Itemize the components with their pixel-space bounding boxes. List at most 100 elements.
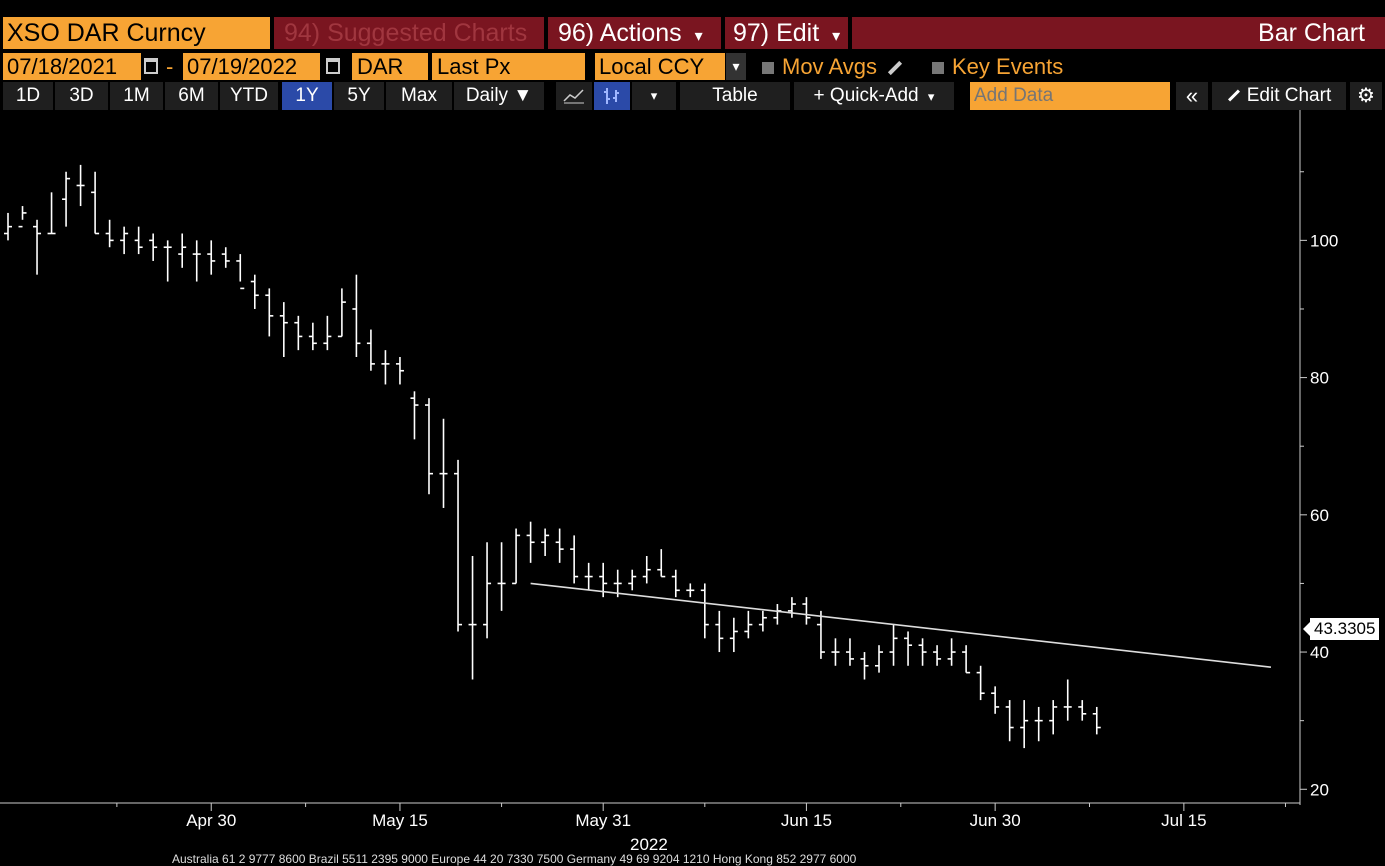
chevron-down-icon: ▾: [732, 58, 740, 74]
chevron-down-icon: ▾: [694, 28, 703, 45]
period-ytd-button[interactable]: YTD: [220, 82, 278, 110]
ohlc-bar: [163, 240, 172, 282]
chevron-down-icon: ▾: [832, 28, 841, 45]
ohlc-bar: [497, 542, 506, 611]
mov-avgs-label: Mov Avgs: [782, 54, 877, 79]
x-tick-label: Jun 30: [970, 811, 1021, 830]
date-from-field[interactable]: 07/18/2021: [3, 53, 141, 80]
price-field-text: Last Px: [437, 54, 511, 79]
chart-type-title-bar: Bar Chart: [852, 17, 1385, 49]
ohlc-bar: [1034, 706, 1043, 742]
x-tick-label: Apr 30: [186, 811, 236, 830]
frequency-select[interactable]: Daily ▼: [454, 82, 544, 110]
key-events-checkbox[interactable]: [932, 62, 944, 75]
period-label: YTD: [230, 85, 268, 106]
period-1y-button[interactable]: 1Y: [282, 82, 332, 110]
ohlc-bar: [976, 665, 985, 701]
last-price-pointer: [1303, 622, 1310, 637]
price-field-select[interactable]: Last Px: [432, 53, 585, 80]
actions-label: 96) Actions: [558, 19, 682, 47]
line-chart-icon: [563, 89, 584, 104]
settings-button[interactable]: ⚙: [1350, 82, 1382, 110]
mov-avgs-checkbox[interactable]: [762, 62, 774, 75]
trendline: [530, 582, 1272, 668]
edit-chart-button[interactable]: Edit Chart: [1212, 82, 1346, 110]
currency-field[interactable]: DAR: [352, 53, 428, 80]
ohlc-bar: [715, 610, 724, 653]
quick-add-label: + Quick-Add: [813, 85, 919, 106]
ohlc-bar: [700, 583, 709, 639]
ohlc-bar: [962, 645, 971, 674]
ohlc-bar: [395, 357, 404, 385]
ohlc-bar: [4, 212, 12, 241]
ohlc-bar: [337, 288, 346, 338]
key-events-toggle[interactable]: Key Events: [932, 53, 1063, 80]
date-to-field[interactable]: 07/19/2022: [183, 53, 320, 80]
ohlc-bar: [512, 528, 521, 585]
period-label: 3D: [69, 85, 94, 106]
period-max-button[interactable]: Max: [386, 82, 452, 110]
ohlc-bar: [729, 617, 738, 653]
ohlc-bar: [33, 219, 42, 275]
ohlc-bar: [294, 315, 303, 351]
pencil-icon: [1227, 89, 1240, 102]
ohlc-bar: [178, 233, 187, 268]
chart-style-dropdown[interactable]: ▾: [632, 82, 676, 110]
ohlc-bar: [845, 638, 854, 666]
ohlc-bar: [918, 638, 927, 666]
ohlc-bar: [439, 418, 448, 508]
frequency-label: Daily ▼: [465, 85, 533, 106]
ohlc-bar: [1092, 706, 1101, 735]
bar-chart-button[interactable]: [594, 82, 630, 110]
suggested-charts-label: 94) Suggested Charts: [284, 19, 528, 47]
ohlc-bar: [279, 302, 288, 358]
ohlc-bar: [410, 391, 419, 440]
ohlc-bar: [933, 645, 942, 666]
contact-footer: Australia 61 2 9777 8600 Brazil 5511 239…: [172, 852, 857, 866]
ohlc-bar: [671, 569, 680, 598]
y-tick-label: 60: [1310, 506, 1329, 525]
ohlc-bar: [236, 254, 245, 290]
ohlc-bar: [773, 604, 782, 625]
ohlc-bar: [584, 562, 593, 591]
ohlc-bar: [947, 638, 956, 666]
period-1m-button[interactable]: 1M: [110, 82, 163, 110]
mov-avgs-toggle[interactable]: Mov Avgs: [762, 53, 903, 80]
period-5y-button[interactable]: 5Y: [334, 82, 384, 110]
price-chart[interactable]: 20 40 60 80 100 Apr 30 May 15 May 31 Jun 15 Jun 3…: [0, 110, 1385, 863]
suggested-charts-menu[interactable]: 94) Suggested Charts: [274, 17, 544, 49]
period-3d-button[interactable]: 3D: [55, 82, 108, 110]
ohlc-bar: [570, 535, 579, 584]
ohlc-bar: [192, 240, 201, 282]
ticker-text: XSO DAR Curncy: [7, 19, 206, 47]
table-button[interactable]: Table: [680, 82, 790, 110]
pencil-icon[interactable]: [888, 61, 903, 76]
ticker-field[interactable]: XSO DAR Curncy: [3, 17, 270, 49]
ohlc-bar: [1049, 700, 1058, 735]
ohlc-bar: [454, 459, 463, 632]
add-data-input[interactable]: [970, 82, 1170, 110]
ohlc-bar: [642, 555, 651, 584]
year-label: 2022: [630, 835, 668, 854]
period-label: Max: [401, 85, 437, 106]
currency-mode-dropdown[interactable]: ▾: [726, 53, 746, 80]
currency-mode-select[interactable]: Local CCY: [595, 53, 725, 80]
actions-menu[interactable]: 96) Actions ▾: [548, 17, 721, 49]
ohlc-bar: [105, 219, 114, 248]
ohlc-bar: [18, 206, 27, 228]
quick-add-button[interactable]: + Quick-Add ▾: [794, 82, 954, 110]
period-6m-button[interactable]: 6M: [165, 82, 218, 110]
x-tick-label: Jun 15: [781, 811, 832, 830]
calendar-icon[interactable]: [326, 58, 340, 74]
y-tick-label: 20: [1310, 780, 1329, 799]
ohlc-bar: [904, 631, 913, 666]
calendar-icon[interactable]: [144, 58, 158, 74]
chevron-down-icon: ▾: [927, 89, 935, 104]
ohlc-bar: [744, 610, 753, 639]
ohlc-bar: [120, 226, 129, 255]
collapse-panel-button[interactable]: «: [1176, 82, 1208, 110]
ohlc-bar: [424, 398, 433, 495]
edit-menu[interactable]: 97) Edit ▾: [725, 17, 848, 49]
period-1d-button[interactable]: 1D: [3, 82, 53, 110]
line-chart-button[interactable]: [556, 82, 592, 110]
